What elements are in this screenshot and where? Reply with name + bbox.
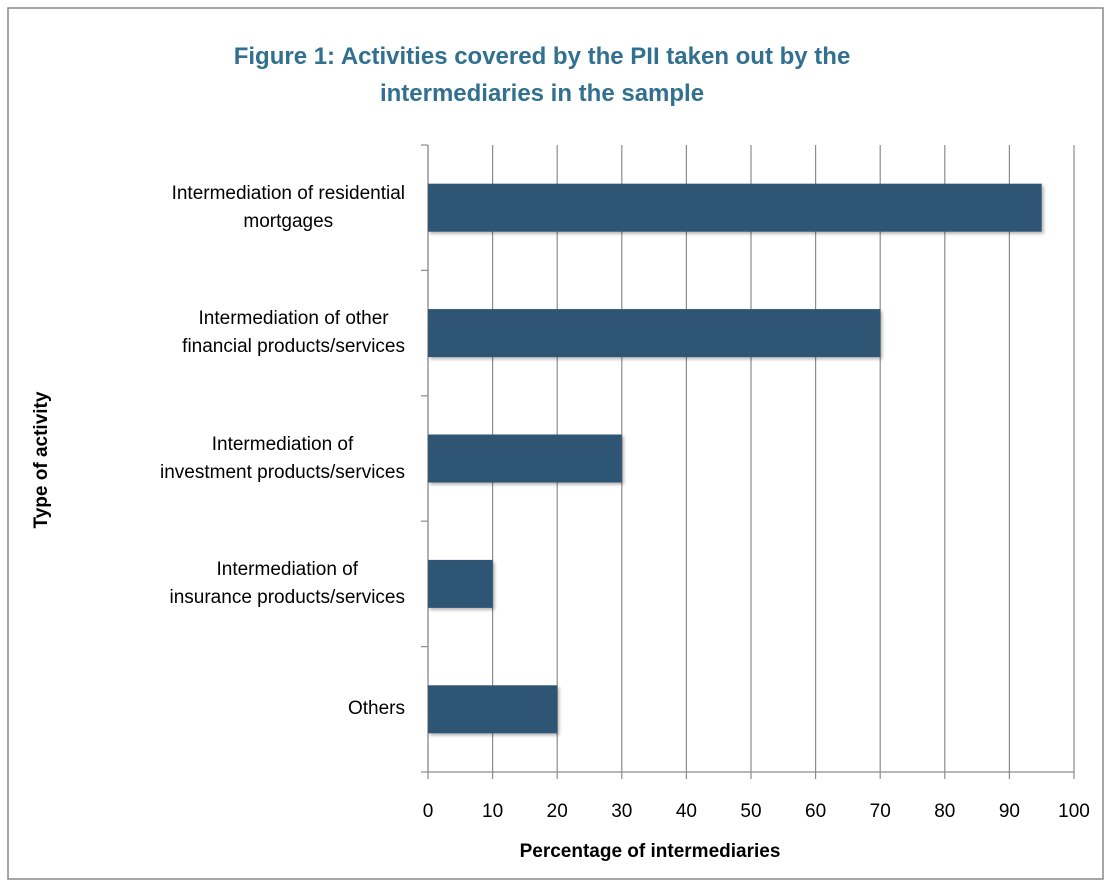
- y-tick-label-box: Others: [45, 669, 405, 749]
- x-tick-label: 50: [740, 801, 761, 822]
- chart-title: Figure 1: Activities covered by the PII …: [234, 43, 851, 107]
- x-tick-label: 30: [611, 801, 632, 822]
- bar: [428, 434, 622, 483]
- bar: [428, 309, 881, 358]
- x-tick-label: 100: [1058, 801, 1090, 822]
- y-tick-label: Intermediation of residential mortgages: [171, 182, 405, 232]
- bar: [428, 559, 493, 608]
- y-tick-label-box: Intermediation of insurance products/ser…: [45, 544, 406, 624]
- y-tick-label: Intermediation of other financial produc…: [182, 308, 405, 358]
- y-tick-label-box: Intermediation of investment products/se…: [45, 419, 405, 499]
- frame: [7, 7, 1104, 880]
- x-tick-label: 60: [805, 801, 826, 822]
- y-tick-label-box: Intermediation of residential mortgages: [45, 168, 405, 248]
- y-tick-label: Intermediation of insurance products/ser…: [169, 558, 406, 608]
- x-tick-label: 10: [482, 801, 503, 822]
- x-tick-label: 80: [934, 801, 955, 822]
- bar: [428, 685, 558, 734]
- x-tick-label: 90: [999, 801, 1020, 822]
- x-tick-label: 40: [676, 801, 697, 822]
- x-tick-label: 0: [423, 801, 434, 822]
- bar: [428, 183, 1042, 232]
- x-axis-title: Percentage of intermediaries: [520, 841, 781, 862]
- x-tick-label: 70: [870, 801, 891, 822]
- y-tick-label-box: Intermediation of other financial produc…: [45, 293, 405, 373]
- y-axis-title: Type of activity: [31, 391, 52, 528]
- x-tick-label: 20: [547, 801, 568, 822]
- y-tick-label: Intermediation of investment products/se…: [160, 433, 405, 483]
- y-tick-label: Others: [347, 698, 405, 720]
